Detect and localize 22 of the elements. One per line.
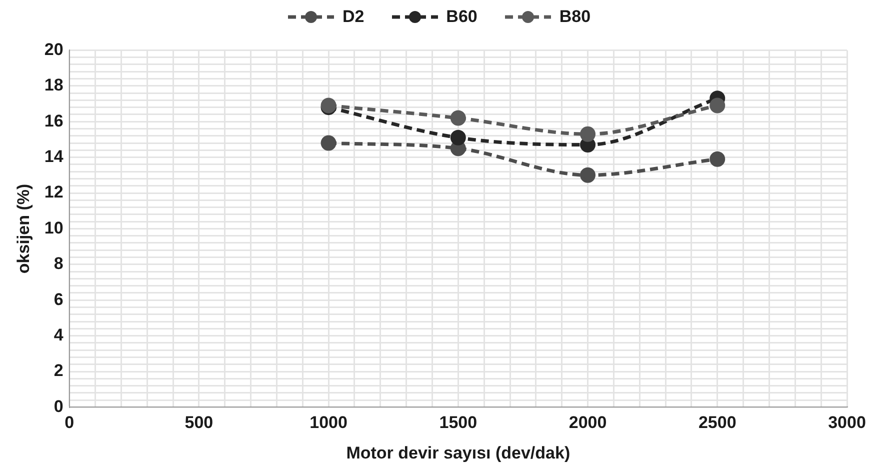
x-tick-label: 2000 bbox=[568, 413, 607, 432]
y-tick-label: 8 bbox=[54, 254, 64, 274]
x-tick-label: 2500 bbox=[698, 413, 736, 432]
x-tick-label: 1500 bbox=[439, 413, 478, 432]
x-tick-label: 500 bbox=[184, 413, 214, 432]
y-tick-label: 12 bbox=[44, 182, 64, 202]
legend-label: B60 bbox=[446, 7, 478, 27]
x-tick-label: 1000 bbox=[310, 413, 348, 432]
legend-label: B80 bbox=[559, 7, 591, 27]
y-tick-label: 6 bbox=[54, 290, 64, 309]
legend-label: D2 bbox=[342, 7, 364, 27]
y-tick-label: 4 bbox=[54, 325, 64, 344]
y-axis-title: oksijen (%) bbox=[14, 184, 33, 274]
y-tick-label: 16 bbox=[44, 111, 64, 130]
x-tick-label: 3000 bbox=[828, 413, 866, 432]
y-tick-label: 14 bbox=[44, 146, 64, 166]
y-tick-label: 2 bbox=[54, 361, 64, 380]
x-axis-title: Motor devir sayısı (dev/dak) bbox=[346, 443, 570, 462]
y-tick-label: 0 bbox=[54, 396, 64, 416]
y-tick-label: 18 bbox=[44, 76, 64, 95]
y-tick-label: 10 bbox=[44, 218, 64, 238]
y-tick-label: 20 bbox=[44, 40, 64, 59]
